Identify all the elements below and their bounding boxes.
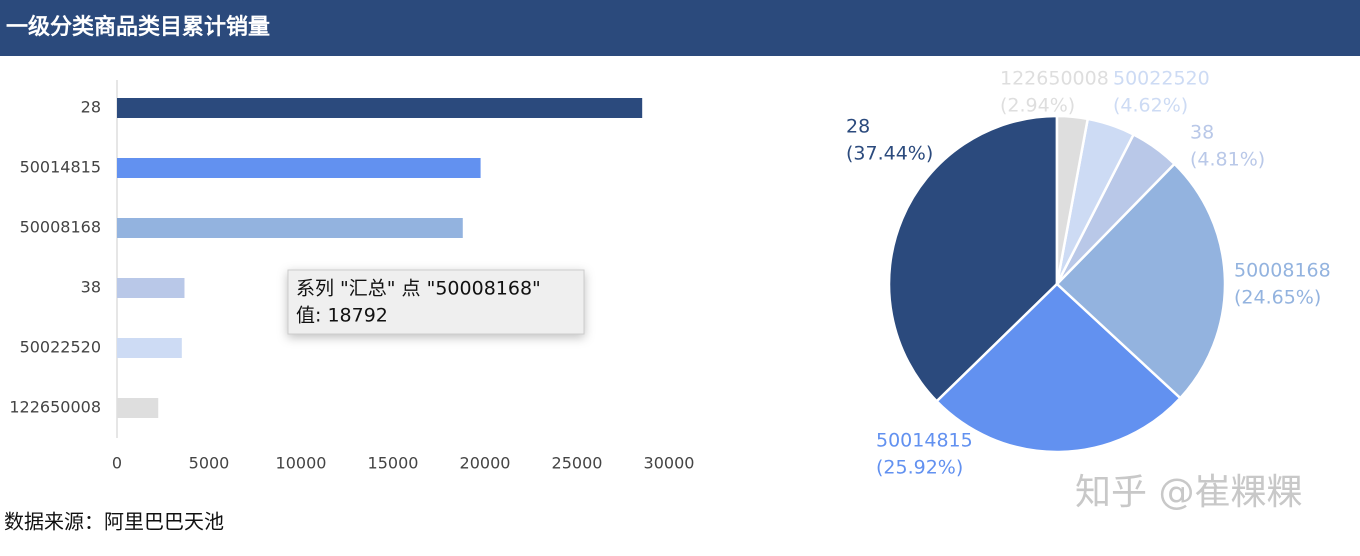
slice-value-label: (4.81%): [1190, 149, 1265, 171]
x-tick-label: 20000: [460, 454, 511, 473]
source: 数据来源：阿里巴巴天池: [4, 510, 224, 534]
slice-label: 50022520: [1113, 68, 1210, 90]
tooltip-line: 系列 "汇总" 点 "50008168": [296, 278, 541, 300]
bar: [117, 218, 463, 238]
header-bar: [0, 0, 1360, 56]
slice-label: 28: [846, 116, 870, 138]
bar: [117, 98, 643, 118]
bar: [117, 278, 185, 298]
slice-value-label: (4.62%): [1113, 95, 1188, 117]
pie-slice: [1055, 162, 1227, 400]
pie-slice: [1055, 114, 1090, 285]
bar: [117, 338, 182, 358]
header-title: 一级分类商品类目累计销量: [6, 14, 270, 40]
slice-value-label: (2.94%): [1000, 95, 1075, 117]
bar: [117, 158, 481, 178]
pie-slice: [934, 282, 1183, 454]
pie-slice: [887, 114, 1059, 404]
slice-label: 122650008: [1000, 68, 1109, 90]
x-tick-label: 5000: [189, 454, 230, 473]
y-tick-label: 50008168: [20, 218, 101, 237]
x-tick-label: 25000: [552, 454, 603, 473]
watermark: 知乎 @崔粿粿: [1075, 472, 1302, 513]
x-tick-label: 15000: [368, 454, 419, 473]
x-tick-label: 10000: [276, 454, 327, 473]
tooltip: 系列 "汇总" 点 "50008168" 值: 18792: [287, 269, 585, 335]
x-tick-label: 30000: [644, 454, 695, 473]
slice-value-label: (24.65%): [1234, 287, 1321, 309]
y-tick-label: 122650008: [9, 398, 101, 417]
tooltip-box: [287, 269, 585, 335]
slice-label: 50014815: [876, 430, 973, 452]
x-tick-label: 0: [112, 454, 122, 473]
y-tick-label: 28: [81, 98, 101, 117]
tooltip-line: 值: 18792: [296, 305, 388, 327]
y-tick-label: 50014815: [20, 158, 101, 177]
bar: [117, 398, 159, 418]
slice-value-label: (37.44%): [846, 143, 933, 165]
slice-label: 38: [1190, 122, 1214, 144]
slice-value-label: (25.92%): [876, 457, 963, 479]
y-tick-label: 38: [81, 278, 101, 297]
slice-label: 50008168: [1234, 260, 1331, 282]
y-tick-label: 50022520: [20, 338, 101, 357]
